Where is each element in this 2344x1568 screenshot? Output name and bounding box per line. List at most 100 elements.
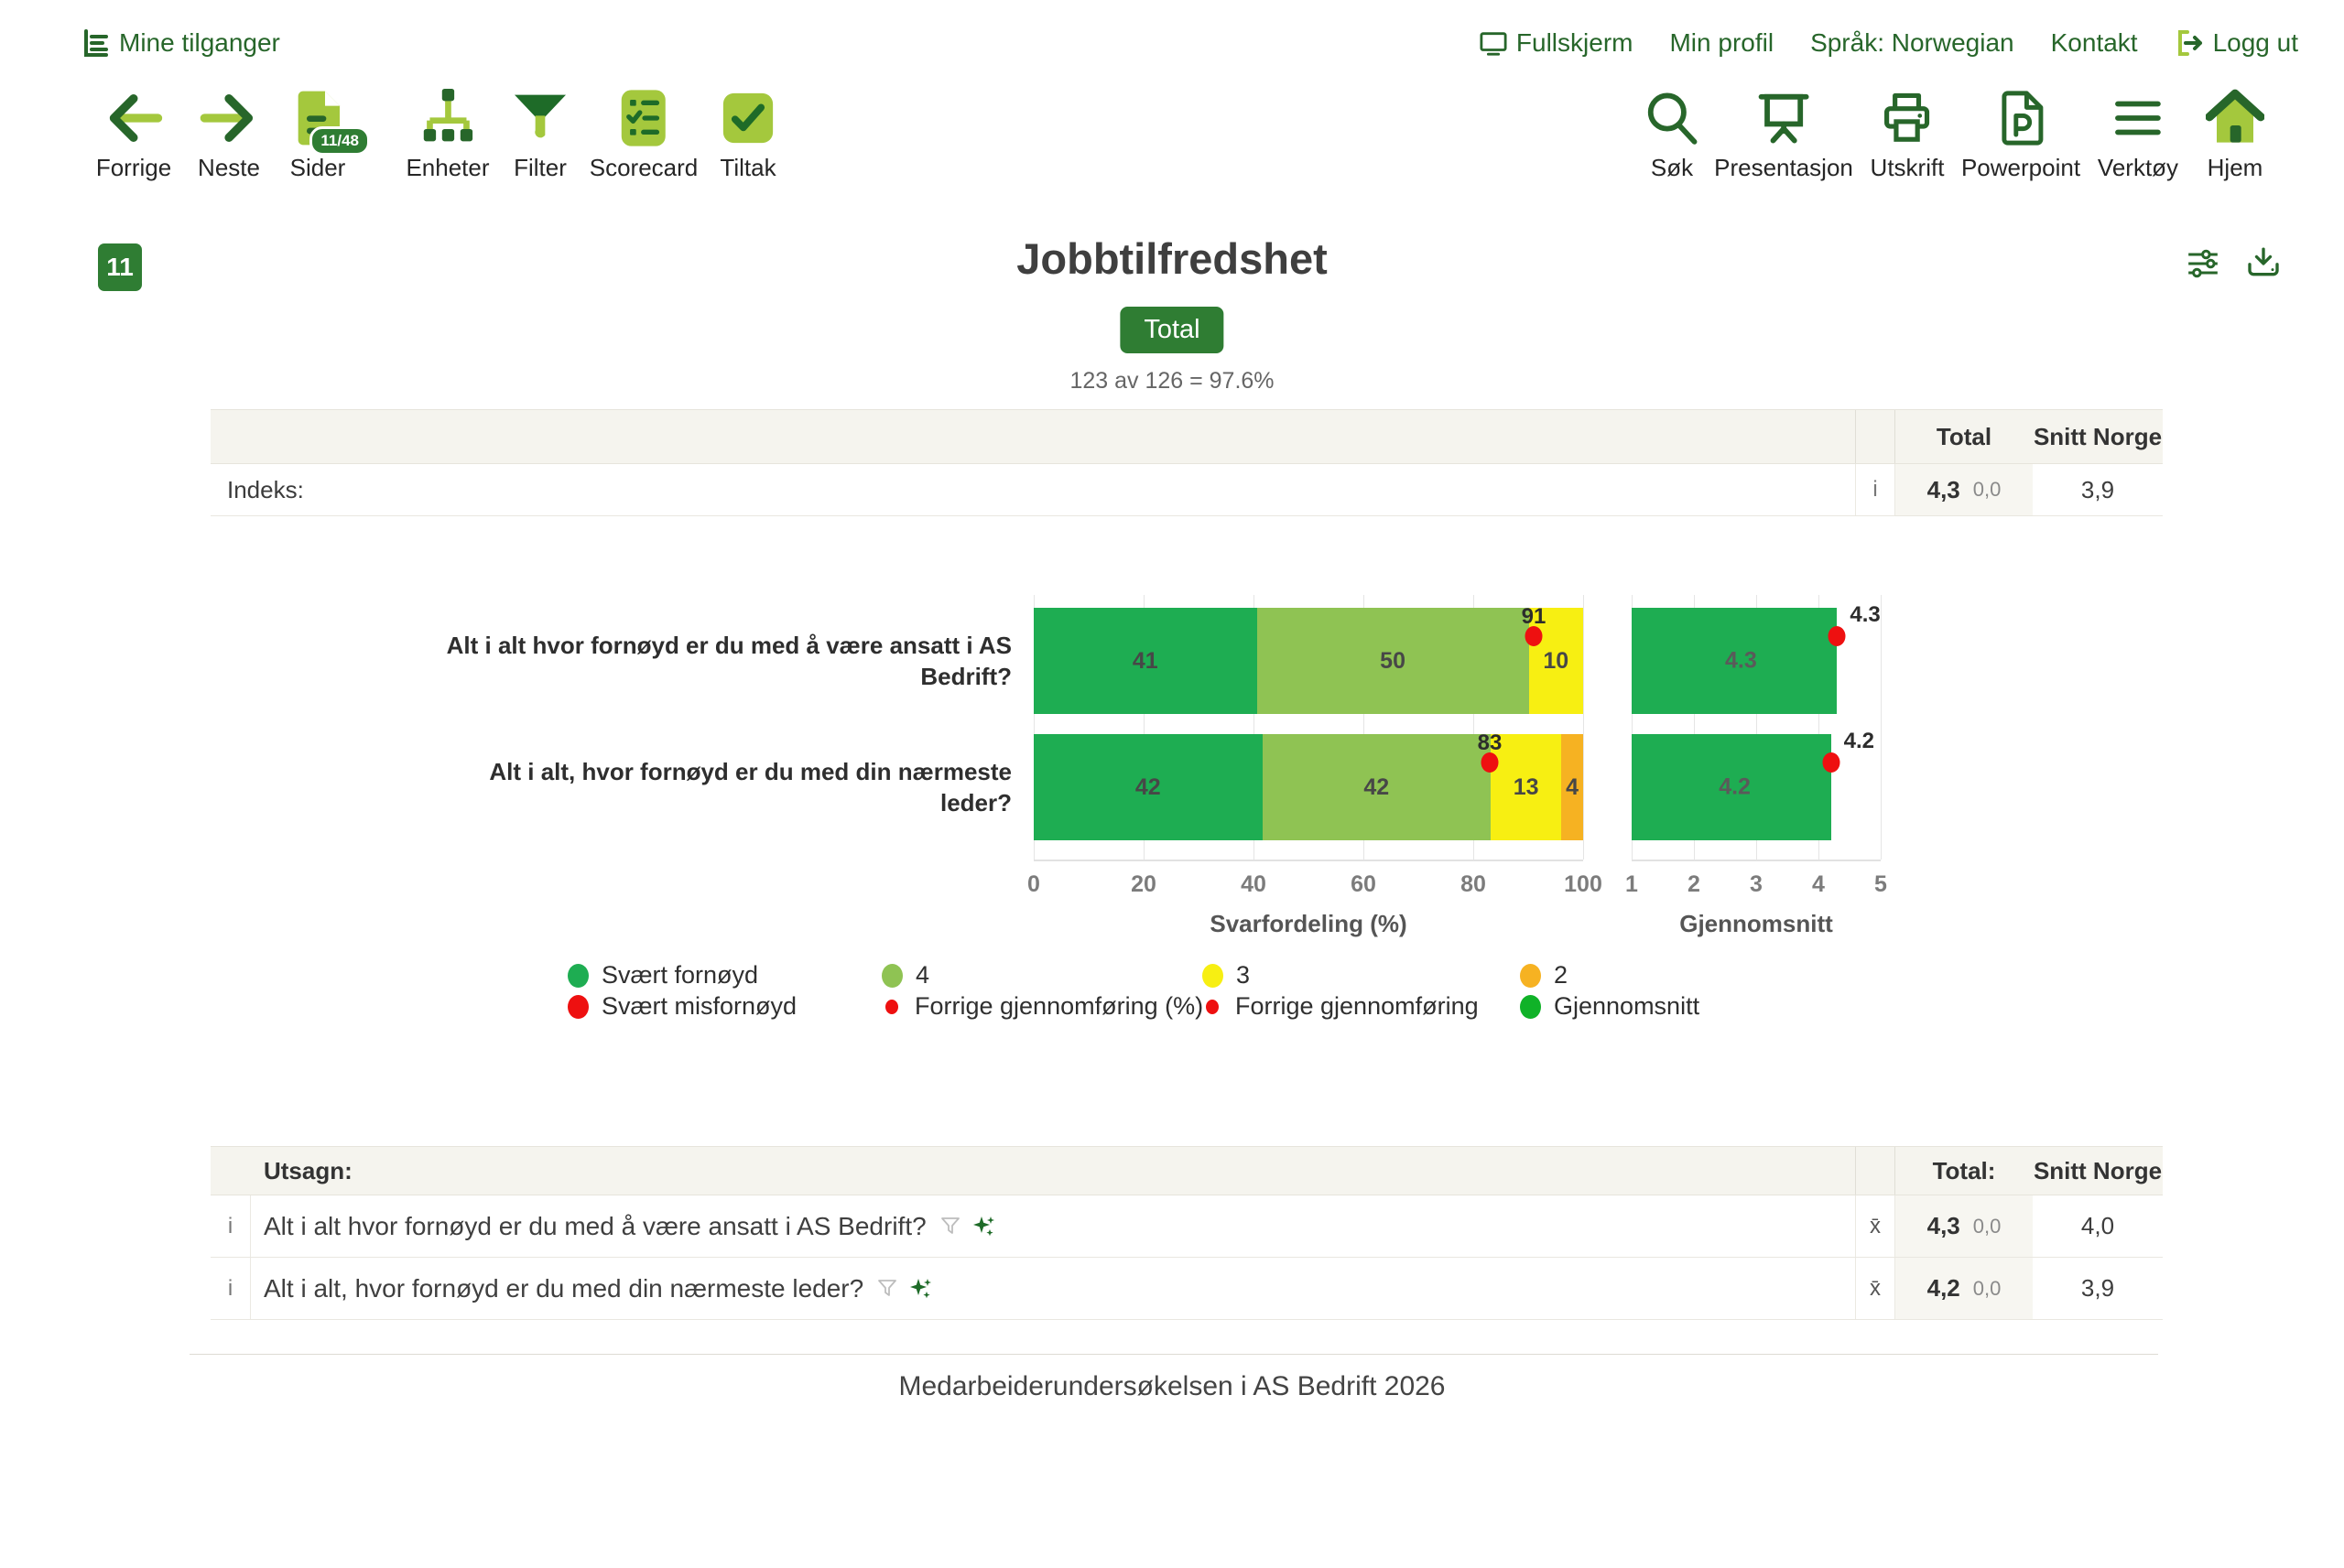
index-diff-value: 0,0 [1972, 478, 2002, 501]
legend-label: Svært fornøyd [602, 961, 759, 989]
legend-dot [882, 963, 903, 988]
bar-segment: 10 [1528, 608, 1583, 714]
fullscreen-link[interactable]: Fullskjerm [1480, 28, 1633, 58]
gridline [1881, 595, 1882, 860]
index-total-value: 4,3 [1926, 475, 1960, 503]
previous-run-value: 83 [1477, 730, 1503, 755]
chart-controls [2185, 245, 2282, 287]
previous-run-marker [1481, 752, 1499, 773]
previous-run-value: 4.2 [1843, 729, 1874, 753]
axis-tick-label: 5 [1874, 871, 1887, 897]
statement-filter-icon[interactable] [939, 1216, 961, 1238]
info-icon[interactable]: i [211, 1195, 251, 1257]
average-value: 4.3 [1725, 647, 1757, 674]
col-header-utsagn: Utsagn: [264, 1156, 353, 1184]
average-axis-title: Gjennomsnitt [1679, 910, 1833, 937]
index-table-header: Total Snitt Norge [211, 409, 2163, 464]
statement-diff-value: 0,0 [1972, 1276, 2002, 1300]
scope-filter-button[interactable]: Total [1120, 307, 1224, 353]
checklist-icon [613, 88, 674, 148]
toolbar-utskrift[interactable]: Utskrift [1871, 88, 1944, 182]
printer-icon [1877, 88, 1937, 148]
average-bar [1632, 734, 1831, 840]
home-icon [2205, 88, 2265, 148]
average-bar-row: 4.3 4.3 [1632, 602, 1881, 714]
logout-link[interactable]: Logg ut [2175, 28, 2298, 58]
toolbar-hjem[interactable]: Hjem [2205, 88, 2265, 182]
toolbar-sider[interactable]: 11/48 Sider [288, 88, 370, 182]
legend-item: Forrige gjennomføring [1202, 992, 1479, 1021]
toolbar-powerpoint[interactable]: Powerpoint [1961, 88, 2080, 182]
statement-sparkles-icon[interactable] [909, 1277, 933, 1301]
my-profile-label: Min profil [1669, 28, 1774, 57]
average-axis: 1 2 3 4 5 [1625, 871, 1887, 903]
gridline [1818, 595, 1819, 860]
contact-link[interactable]: Kontakt [2051, 28, 2138, 58]
statement-snitt-value: 4,0 [2080, 1212, 2115, 1239]
statement-sparkles-icon[interactable] [972, 1215, 996, 1238]
gridline [1583, 595, 1584, 860]
search-icon [1642, 88, 1702, 148]
bar-segment: 42 [1262, 734, 1491, 840]
marker-overlay: 91 [1034, 604, 1583, 714]
info-icon[interactable]: i [1855, 464, 1895, 515]
toolbar-filter[interactable]: Filter [510, 88, 570, 182]
legend-item: 3 [1202, 961, 1250, 989]
toolbar-tiltak[interactable]: Tiltak [718, 88, 778, 182]
toolbar-presentasjon[interactable]: Presentasjon [1714, 88, 1853, 182]
logout-icon [2175, 28, 2204, 58]
download-icon[interactable] [2245, 245, 2282, 287]
axis-tick-label: 100 [1564, 871, 1602, 897]
gridline [1632, 595, 1633, 860]
presentation-icon [1753, 88, 1814, 148]
legend-dot [1202, 963, 1223, 988]
legend-dot [1206, 999, 1219, 1014]
distribution-plot: 41 50 10 91 42 42 13 4 83 [1034, 595, 1584, 861]
chart-settings-icon[interactable] [2185, 245, 2221, 287]
language-link[interactable]: Språk: Norwegian [1810, 28, 2014, 58]
gridline [1253, 595, 1254, 860]
gridline [1034, 595, 1035, 860]
axis-tick-label: 2 [1687, 871, 1700, 897]
gridline [1694, 595, 1695, 860]
bar-segment: 41 [1034, 608, 1257, 714]
col-header-snitt-norge: Snitt Norge [2033, 422, 2163, 450]
legend-dot [885, 999, 898, 1014]
legend-label: 2 [1554, 961, 1568, 989]
statement-total-value: 4,2 [1926, 1274, 1960, 1302]
legend-item: Svært fornøyd [568, 961, 758, 989]
index-row: Indeks: i 4,3 0,0 3,9 [211, 464, 2163, 516]
statement-row: i Alt i alt, hvor fornøyd er du med din … [211, 1258, 2163, 1320]
gridline [1363, 595, 1364, 860]
mean-symbol: x̄ [1855, 1195, 1895, 1257]
gridline [1756, 595, 1757, 860]
previous-run-marker [1828, 626, 1846, 646]
page-title: Jobbtilfredshet [1016, 234, 1328, 283]
toolbar-neste[interactable]: Neste [198, 88, 260, 182]
info-icon[interactable]: i [211, 1258, 251, 1319]
my-profile-link[interactable]: Min profil [1669, 28, 1774, 58]
average-plot: 4.3 4.3 4.2 4.2 [1632, 595, 1882, 861]
access-list-icon [81, 28, 110, 58]
average-bar [1632, 608, 1838, 714]
toolbar-enheter[interactable]: Enheter [406, 88, 490, 182]
axis-tick-label: 1 [1625, 871, 1638, 897]
statement-row: i Alt i alt hvor fornøyd er du med å vær… [211, 1195, 2163, 1258]
legend-label: Forrige gjennomføring (%) [915, 992, 1204, 1020]
previous-run-value: 91 [1521, 604, 1546, 629]
toolbar-scorecard[interactable]: Scorecard [590, 88, 698, 182]
my-access-link[interactable]: Mine tilganger [81, 28, 280, 58]
statement-text: Alt i alt, hvor fornøyd er du med din næ… [264, 1273, 864, 1303]
legend-item: Forrige gjennomføring (%) [882, 992, 1203, 1021]
toolbar-forrige[interactable]: Forrige [96, 88, 171, 182]
col-header-total: Total [1936, 422, 1992, 450]
toolbar-verktoy[interactable]: Verktøy [2098, 88, 2178, 182]
legend-dot [1520, 994, 1541, 1019]
axis-tick-label: 80 [1460, 871, 1486, 897]
toolbar-sok[interactable]: Søk [1642, 88, 1702, 182]
fullscreen-label: Fullskjerm [1515, 28, 1633, 57]
menu-icon [2108, 88, 2168, 148]
statement-filter-icon[interactable] [876, 1278, 898, 1300]
bar-segment: 50 [1256, 608, 1529, 714]
